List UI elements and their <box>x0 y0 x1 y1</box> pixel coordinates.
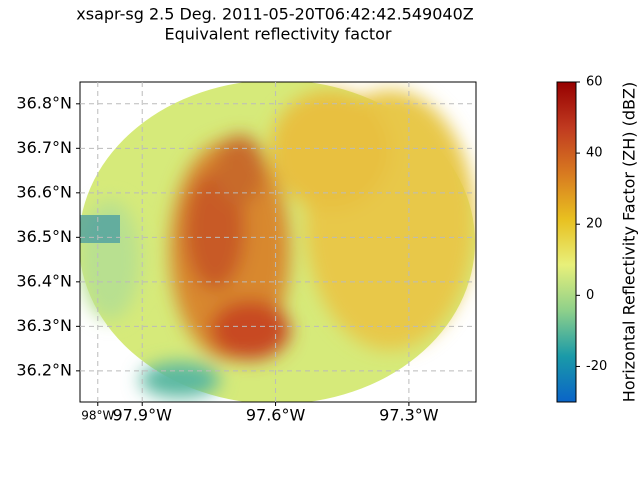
y-tick-label: 36.7°N <box>16 138 72 157</box>
y-tick-label: 36.4°N <box>16 271 72 290</box>
colorbar-tick-label: 40 <box>586 146 603 161</box>
x-tick-label: 98°W <box>81 409 114 423</box>
y-tick-label: 36.8°N <box>16 93 72 112</box>
colorbar-tick-label: 60 <box>586 75 603 90</box>
x-tick-label: 97.9°W <box>112 406 172 425</box>
colorbar-label: Horizontal Reflectivity Factor (ZH) (dBZ… <box>620 82 639 402</box>
plot-frame <box>79 81 477 403</box>
chart-subtitle: Equivalent reflectivity factor <box>164 25 391 44</box>
y-tick-label: 36.6°N <box>16 182 72 201</box>
x-tick-label: 97.3°W <box>379 406 439 425</box>
colorbar-tick-label: 0 <box>586 288 594 303</box>
colorbar-tick-label: -20 <box>586 359 607 374</box>
y-tick-label: 36.2°N <box>16 360 72 379</box>
x-tick-label: 97.6°W <box>246 406 306 425</box>
y-tick-label: 36.3°N <box>16 316 72 335</box>
chart-title: xsapr-sg 2.5 Deg. 2011-05-20T06:42:42.54… <box>76 5 473 24</box>
colorbar <box>556 81 577 403</box>
colorbar-tick-label: 20 <box>586 217 603 232</box>
reflectivity-field <box>80 82 475 402</box>
y-tick-label: 36.5°N <box>16 227 72 246</box>
